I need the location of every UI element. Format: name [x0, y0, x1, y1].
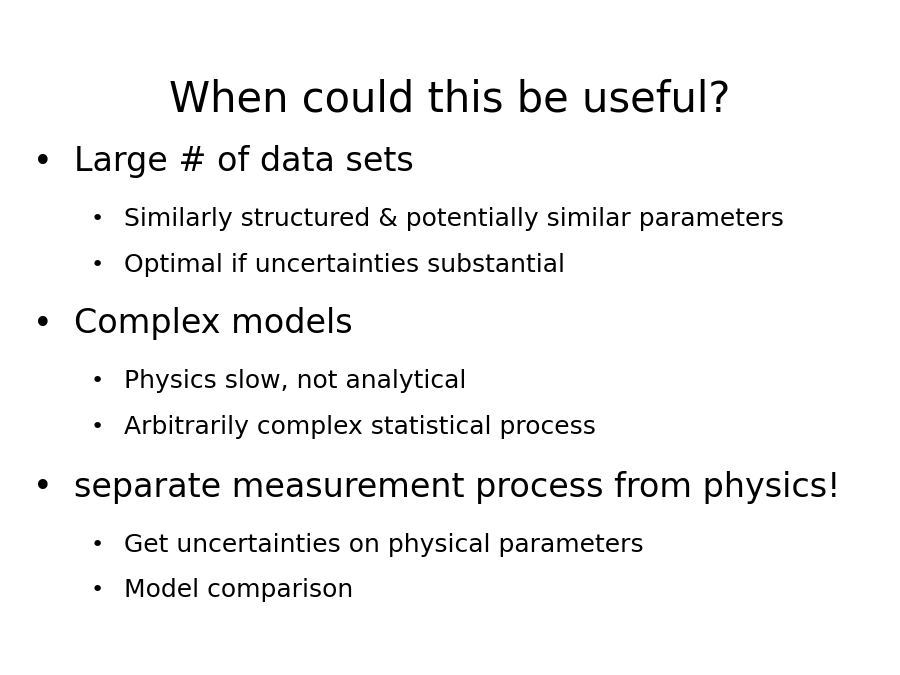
Text: When could this be useful?: When could this be useful? — [169, 78, 731, 120]
Text: Arbitrarily complex statistical process: Arbitrarily complex statistical process — [124, 414, 596, 439]
Text: •: • — [91, 416, 104, 437]
Text: •: • — [91, 209, 104, 230]
Text: Get uncertainties on physical parameters: Get uncertainties on physical parameters — [124, 533, 644, 557]
Text: Optimal if uncertainties substantial: Optimal if uncertainties substantial — [124, 252, 565, 277]
Text: separate measurement process from physics!: separate measurement process from physic… — [74, 471, 841, 504]
Text: Large # of data sets: Large # of data sets — [74, 146, 414, 178]
Text: •: • — [91, 371, 104, 392]
Text: •: • — [33, 146, 53, 178]
Text: Physics slow, not analytical: Physics slow, not analytical — [124, 369, 466, 394]
Text: •: • — [91, 580, 104, 600]
Text: Similarly structured & potentially similar parameters: Similarly structured & potentially simil… — [124, 207, 784, 232]
Text: Model comparison: Model comparison — [124, 578, 354, 602]
Text: •: • — [33, 471, 53, 504]
Text: •: • — [91, 535, 104, 555]
Text: •: • — [91, 254, 104, 275]
Text: Complex models: Complex models — [74, 308, 353, 340]
Text: •: • — [33, 308, 53, 340]
